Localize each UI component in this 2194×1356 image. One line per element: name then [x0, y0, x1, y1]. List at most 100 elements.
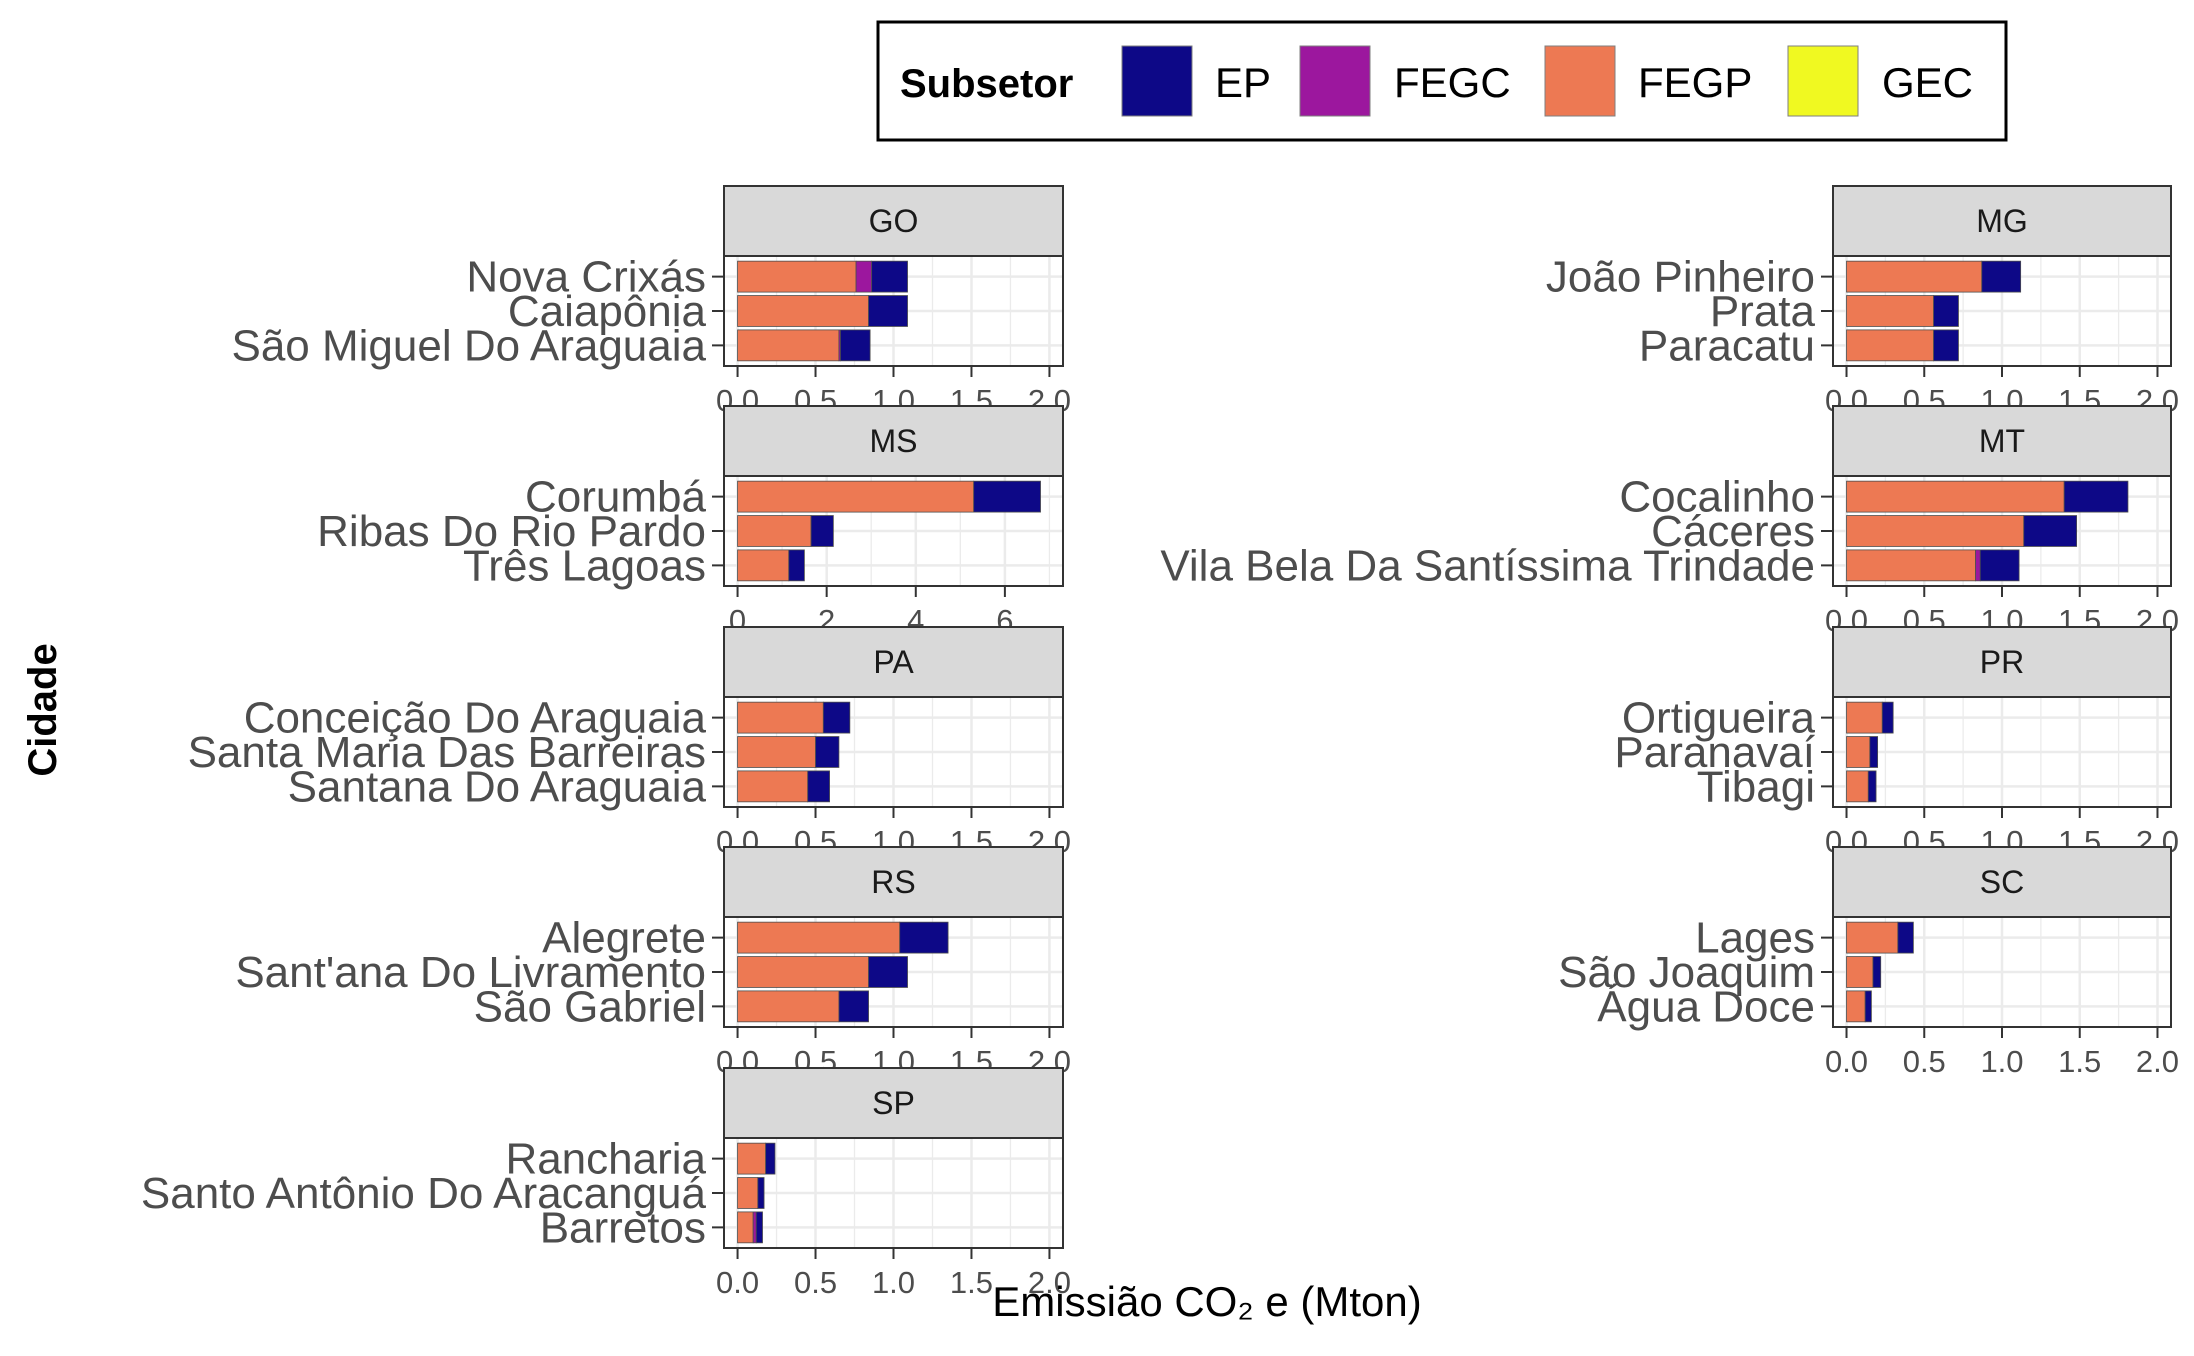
bar-segment-ep — [1881, 701, 1894, 734]
category-label: Água Doce — [1597, 982, 1815, 1031]
category-label: Três Lagoas — [463, 541, 706, 590]
category-label: Prata — [1710, 287, 1816, 336]
bar-segment-ep — [899, 921, 949, 954]
bar-segment-fegp — [1846, 990, 1866, 1023]
bar-segment-ep — [1864, 990, 1872, 1023]
facet-strip — [1832, 405, 2172, 477]
x-tick-label: 0.0 — [716, 1265, 759, 1300]
facet-strip-label: MS — [870, 423, 918, 459]
bar-segment-fegp — [737, 515, 812, 547]
category-label: Barretos — [540, 1203, 706, 1252]
x-tick-label: 0.0 — [1825, 1044, 1868, 1079]
category-label: Sant'ana Do Livramento — [235, 948, 706, 997]
category-label: Santa Maria Das Barreiras — [188, 728, 706, 777]
category-label: Tibagi — [1697, 762, 1815, 811]
x-tick-label: 1.5 — [2058, 1044, 2101, 1079]
legend-label-gec: GEC — [1882, 59, 1973, 106]
bar-segment-ep — [973, 480, 1041, 513]
category-label: Alegrete — [542, 914, 706, 963]
category-label: Santana Do Araguaia — [288, 762, 707, 811]
facet-strip — [1832, 185, 2172, 257]
category-label: Paracatu — [1639, 321, 1815, 370]
bar-segment-ep — [2023, 515, 2078, 547]
bar-segment-fegp — [737, 480, 975, 513]
facet-strip-label: PA — [873, 644, 914, 680]
legend-label-fegp: FEGP — [1638, 59, 1752, 106]
bar-segment-fegp — [737, 1142, 767, 1175]
bar-segment-fegp — [737, 329, 840, 362]
category-label: Paranavaí — [1614, 728, 1815, 777]
facet-strip-label: SP — [872, 1085, 915, 1121]
facet-strip — [1832, 846, 2172, 918]
bar-segment-fegp — [1846, 480, 2065, 513]
bar-segment-fegp — [737, 770, 809, 803]
category-label: Rancharia — [505, 1135, 706, 1184]
category-label: São Gabriel — [474, 982, 706, 1031]
facet-strip — [723, 626, 1064, 698]
bar-segment-ep — [807, 770, 830, 803]
legend-key-ep — [1121, 45, 1193, 117]
bar-segment-fegp — [1846, 329, 1934, 362]
bar-segment-ep — [871, 260, 908, 293]
bar-segment-fegp — [737, 260, 857, 293]
facet-strip-label: MG — [1976, 203, 2028, 239]
bar-segment-fegc — [855, 260, 873, 293]
bar-segment-fegp — [737, 701, 824, 734]
panel-border — [723, 475, 1064, 587]
x-axis-title: Emissião CO₂ e (Mton) — [992, 1278, 1421, 1325]
bar-segment-fegp — [1846, 515, 2025, 547]
y-axis-title: Cidade — [21, 643, 65, 776]
x-tick-label: 0.5 — [1903, 1044, 1946, 1079]
category-label: Conceição Do Araguaia — [244, 694, 707, 743]
bar-segment-ep — [840, 329, 871, 362]
bar-segment-fegp — [737, 295, 869, 327]
bar-segment-ep — [838, 990, 869, 1023]
x-tick-label: 1.0 — [872, 1265, 915, 1300]
bar-segment-fegp — [1846, 770, 1869, 803]
category-label: Santo Antônio Do Aracanguá — [141, 1169, 707, 1218]
x-tick-label: 1.0 — [1980, 1044, 2023, 1079]
category-label: Cáceres — [1651, 507, 1815, 556]
bar-segment-ep — [868, 956, 908, 988]
bar-segment-ep — [868, 295, 908, 327]
x-tick-label: 0.5 — [794, 1265, 837, 1300]
bar-segment-fegp — [737, 736, 816, 768]
bar-segment-ep — [1979, 549, 2020, 582]
bar-segment-fegp — [737, 921, 901, 954]
bar-segment-fegc — [1975, 549, 1981, 582]
category-label: Ribas Do Rio Pardo — [317, 507, 706, 556]
bar-segment-fegc — [752, 1211, 757, 1244]
facet-strip — [723, 846, 1064, 918]
bar-segment-fegp — [1846, 260, 1983, 293]
bar-segment-ep — [810, 515, 834, 547]
bar-segment-ep — [788, 549, 805, 582]
facet-strip-label: GO — [869, 203, 919, 239]
x-tick-label: 2.0 — [1028, 1265, 1071, 1300]
bar-segment-ep — [1897, 921, 1914, 954]
category-label: Lages — [1695, 914, 1815, 963]
category-label: João Pinheiro — [1546, 253, 1815, 302]
category-label: São Joaquim — [1558, 948, 1815, 997]
bar-segment-fegp — [737, 1211, 754, 1244]
bar-segment-ep — [1869, 736, 1879, 768]
x-tick-label: 1.5 — [950, 1265, 993, 1300]
legend-key-fegp — [1544, 45, 1616, 117]
facet-strip-label: MT — [1979, 423, 2025, 459]
bar-segment-ep — [1872, 956, 1882, 988]
bar-segment-fegp — [737, 1177, 759, 1209]
x-tick-label: 2.0 — [2136, 1044, 2179, 1079]
category-label: Caiapônia — [508, 287, 707, 336]
category-label: Nova Crixás — [466, 253, 706, 302]
bar-segment-ep — [1933, 295, 1959, 327]
facet-strip-label: PR — [1980, 644, 2024, 680]
bar-segment-fegp — [737, 956, 869, 988]
bar-segment-fegp — [1846, 736, 1871, 768]
legend-title: Subsetor — [900, 62, 1073, 106]
bar-segment-ep — [1933, 329, 1959, 362]
